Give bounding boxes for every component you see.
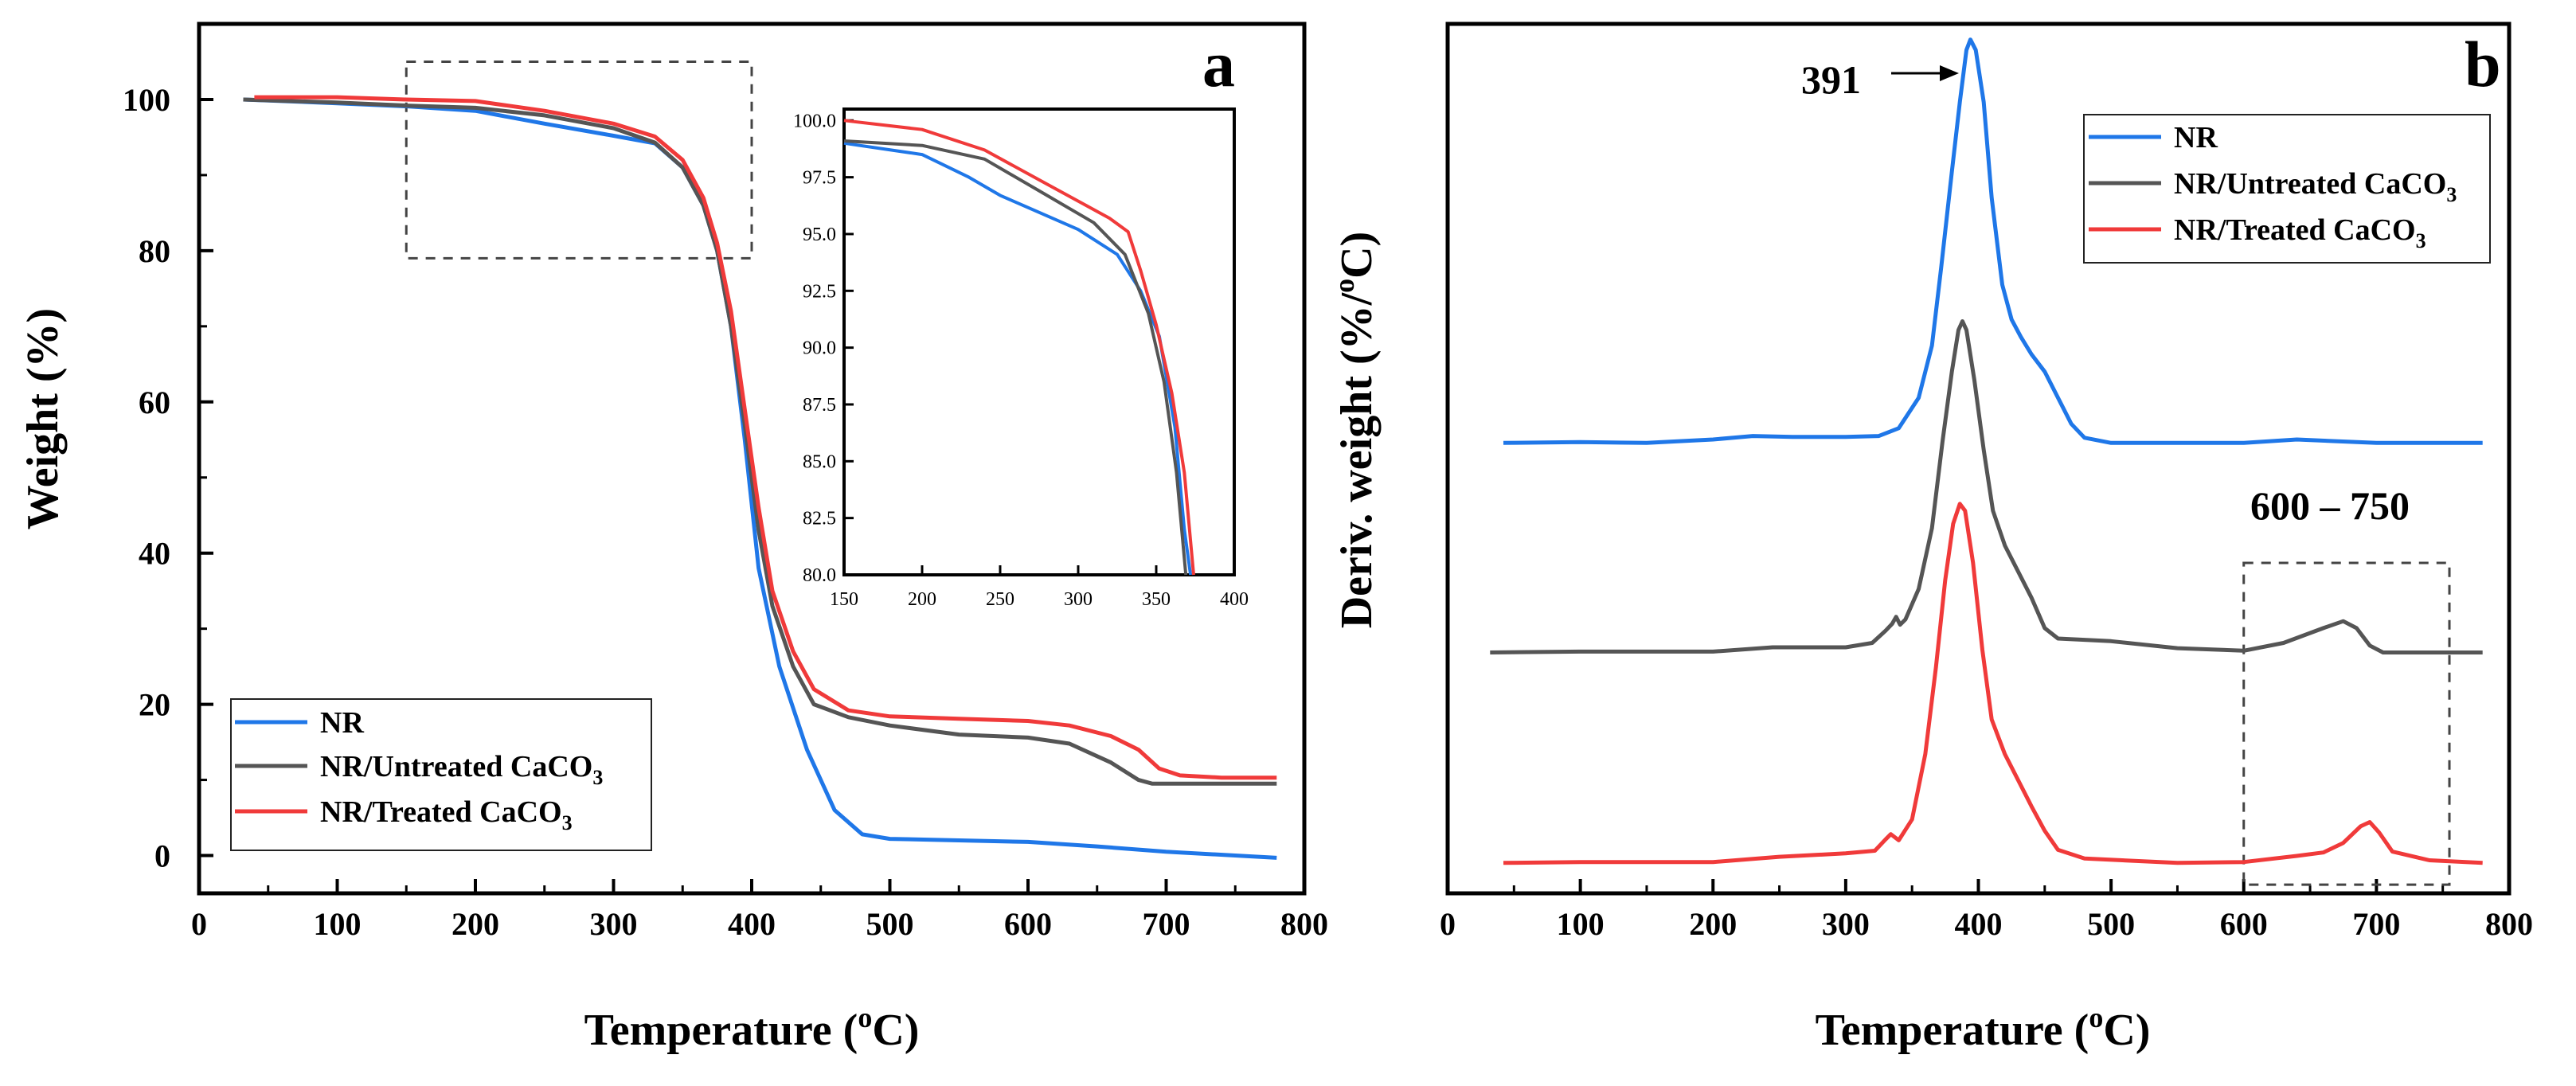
x-tick-label: 0 [191, 906, 207, 942]
panel-a-inset: 150 200 250 300 350 400 80.0 82.5 85.0 87.5 90.0 9… [793, 107, 1249, 610]
panel-b-y-axis-label: Deriv. weight (%/oC) [1328, 232, 1382, 629]
inset-y-tick-label: 92.5 [803, 281, 836, 302]
x-tick-label: 500 [2087, 906, 2135, 942]
x-tick-label: 600 [2220, 906, 2268, 942]
panel-b-series [1490, 37, 2483, 865]
inset-y-tick-label: 95.0 [803, 225, 836, 245]
x-tick-label: 0 [1440, 906, 1456, 942]
y-tick-label: 20 [139, 687, 170, 723]
panel-b-range-box [2242, 561, 2451, 886]
inset-y-tick-label: 85.0 [803, 451, 836, 472]
x-tick-label: 400 [728, 906, 776, 942]
panel-a-letter: a [1202, 28, 1235, 100]
x-tick-label: 400 [1955, 906, 2003, 942]
inset-x-tick-label: 300 [1064, 589, 1093, 610]
inset-y-tick-label: 90.0 [803, 338, 836, 359]
panel-b: 0 100 200 300 400 500 600 700 800 b 391 600 – 75… [1328, 21, 2533, 1055]
y-tick-label: 0 [154, 838, 170, 874]
series-line-nr-treated-caco3 [1503, 502, 2483, 865]
panel-a-y-ticks: 0 20 40 60 80 100 [123, 82, 213, 874]
panel-a-x-axis-label: Temperature (oC) [584, 1002, 920, 1055]
panel-a-y-axis-label: Weight (%) [18, 308, 68, 529]
inset-x-tick-label: 250 [986, 589, 1014, 610]
inset-y-tick-label: 82.5 [803, 509, 836, 529]
panel-b-legend: NR NR/Untreated CaCO3 NR/Treated CaCO3 [2083, 114, 2491, 264]
inset-frame [842, 107, 1236, 576]
x-tick-label: 600 [1004, 906, 1052, 942]
inset-series-line-nr-treated-caco3 [843, 119, 1195, 576]
x-tick-label: 100 [314, 906, 362, 942]
inset-x-ticks: 150 200 250 300 350 400 [830, 565, 1249, 610]
x-tick-label: 800 [2485, 906, 2533, 942]
x-tick-label: 200 [1689, 906, 1737, 942]
inset-y-ticks: 80.0 82.5 85.0 87.5 90.0 92.5 95.0 97.5 100.0 [793, 111, 854, 586]
y-tick-label: 100 [123, 82, 170, 118]
legend-label-nr: NR [320, 706, 364, 740]
panel-a-zoom-box [405, 60, 753, 260]
peak-arrow-icon [1891, 65, 1959, 81]
panel-a: 0 100 200 300 400 500 600 700 800 0 20 40 60 80 100 1… [18, 21, 1328, 1055]
x-tick-label: 700 [1143, 906, 1190, 942]
inset-y-tick-label: 100.0 [793, 111, 836, 131]
legend-label-untreated: NR/Untreated CaCO3 [320, 750, 603, 789]
series-line-nr-treated-caco3 [254, 95, 1277, 780]
legend-b-label-treated: NR/Treated CaCO3 [2174, 213, 2426, 252]
inset-series [843, 119, 1195, 576]
series-line-nr [243, 97, 1277, 860]
inset-y-tick-label: 87.5 [803, 395, 836, 416]
y-tick-label: 60 [139, 385, 170, 420]
inset-series-line-nr [843, 141, 1193, 576]
x-tick-label: 500 [866, 906, 914, 942]
panel-a-legend: NR NR/Untreated CaCO3 NR/Treated CaCO3 [230, 698, 652, 851]
panel-b-legend-box [2083, 114, 2491, 264]
peak-label: 391 [1801, 57, 1861, 102]
range-label: 600 – 750 [2250, 483, 2410, 528]
x-tick-label: 300 [590, 906, 638, 942]
inset-x-tick-label: 400 [1220, 589, 1249, 610]
panel-b-x-axis-label: Temperature (oC) [1816, 1002, 2151, 1055]
x-tick-label: 300 [1822, 906, 1870, 942]
inset-x-tick-label: 150 [830, 589, 858, 610]
x-tick-label: 100 [1557, 906, 1605, 942]
x-tick-label: 800 [1280, 906, 1328, 942]
panel-b-x-ticks: 0 100 200 300 400 500 600 700 800 [1440, 879, 2533, 942]
inset-x-tick-label: 200 [908, 589, 936, 610]
inset-y-tick-label: 80.0 [803, 565, 836, 586]
panel-a-legend-box [230, 698, 652, 851]
inset-series-line-nr-untreated-caco3 [843, 139, 1188, 576]
inset-y-tick-label: 97.5 [803, 168, 836, 189]
legend-b-label-nr: NR [2174, 121, 2218, 154]
x-tick-label: 200 [451, 906, 499, 942]
panel-b-letter: b [2465, 28, 2501, 100]
panel-a-x-ticks: 0 100 200 300 400 500 600 700 800 [191, 879, 1328, 942]
series-line-nr-untreated-caco3 [243, 97, 1277, 786]
inset-x-tick-label: 350 [1142, 589, 1171, 610]
legend-b-label-untreated: NR/Untreated CaCO3 [2174, 167, 2457, 206]
series-line-nr [1503, 37, 2483, 445]
y-tick-label: 40 [139, 536, 170, 572]
series-line-nr-untreated-caco3 [1490, 319, 2483, 654]
panel-a-series [243, 95, 1277, 860]
legend-label-treated: NR/Treated CaCO3 [320, 795, 573, 834]
y-tick-label: 80 [139, 233, 170, 269]
x-tick-label: 700 [2352, 906, 2400, 942]
